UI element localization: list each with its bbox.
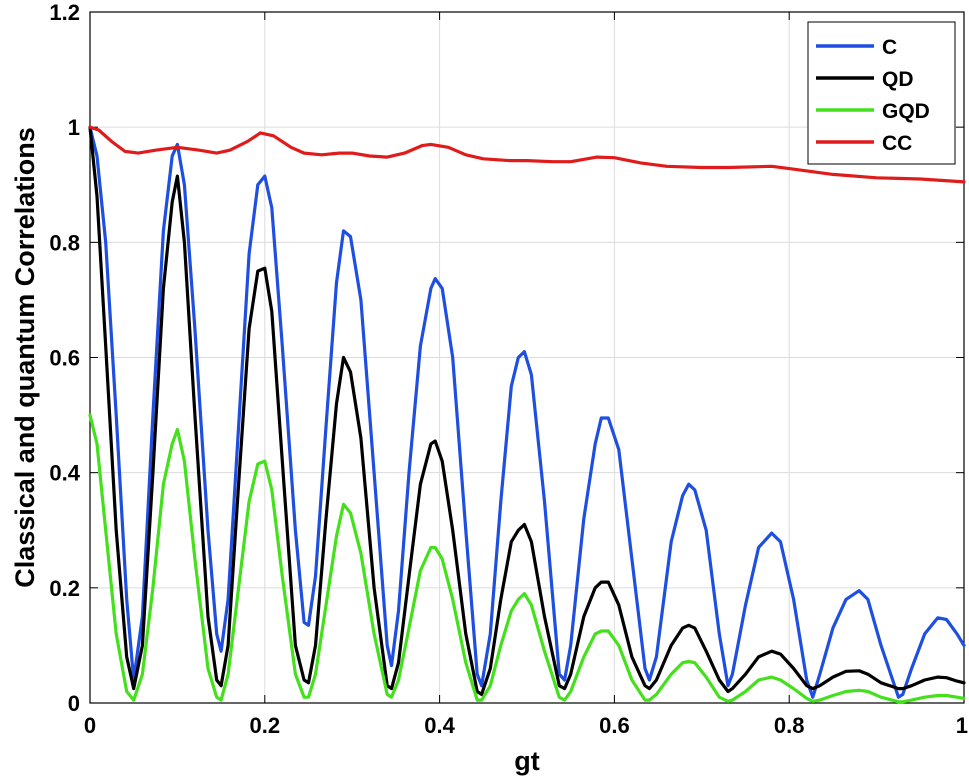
y-tick-label: 0 — [68, 691, 80, 716]
y-tick-label: 0.4 — [49, 461, 80, 486]
y-tick-label: 0.2 — [49, 576, 80, 601]
axis-ticks: 0 0.2 0.4 0.6 0.8 1 0 0.2 0.4 0.6 0.8 1 1.2 — [49, 0, 968, 738]
series-line-gqd — [88, 413, 966, 704]
x-tick-label: 0.6 — [599, 713, 630, 738]
legend-label-gqd: GQD — [882, 100, 930, 123]
x-tick-label: 1 — [956, 713, 968, 738]
series-line-qd — [88, 125, 966, 697]
x-tick-label: 0.8 — [774, 713, 805, 738]
series-lines — [88, 125, 966, 704]
legend-label-cc: CC — [882, 132, 912, 155]
legend-label-qd: QD — [882, 68, 914, 91]
x-tick-label: 0 — [84, 713, 96, 738]
y-tick-label: 0.8 — [49, 230, 80, 255]
series-line-c — [88, 125, 966, 699]
y-axis-title: Classical and quantum Correlations — [10, 127, 40, 588]
x-axis-title: gt — [514, 746, 539, 776]
x-tick-label: 0.4 — [424, 713, 455, 738]
legend: C QD GQD CC — [807, 21, 956, 165]
y-tick-label: 1 — [68, 115, 80, 140]
series-line-cc — [88, 125, 966, 184]
y-tick-label: 1.2 — [49, 0, 80, 25]
y-tick-label: 0.6 — [49, 346, 80, 371]
x-tick-label: 0.2 — [250, 713, 281, 738]
legend-label-c: C — [882, 36, 897, 59]
